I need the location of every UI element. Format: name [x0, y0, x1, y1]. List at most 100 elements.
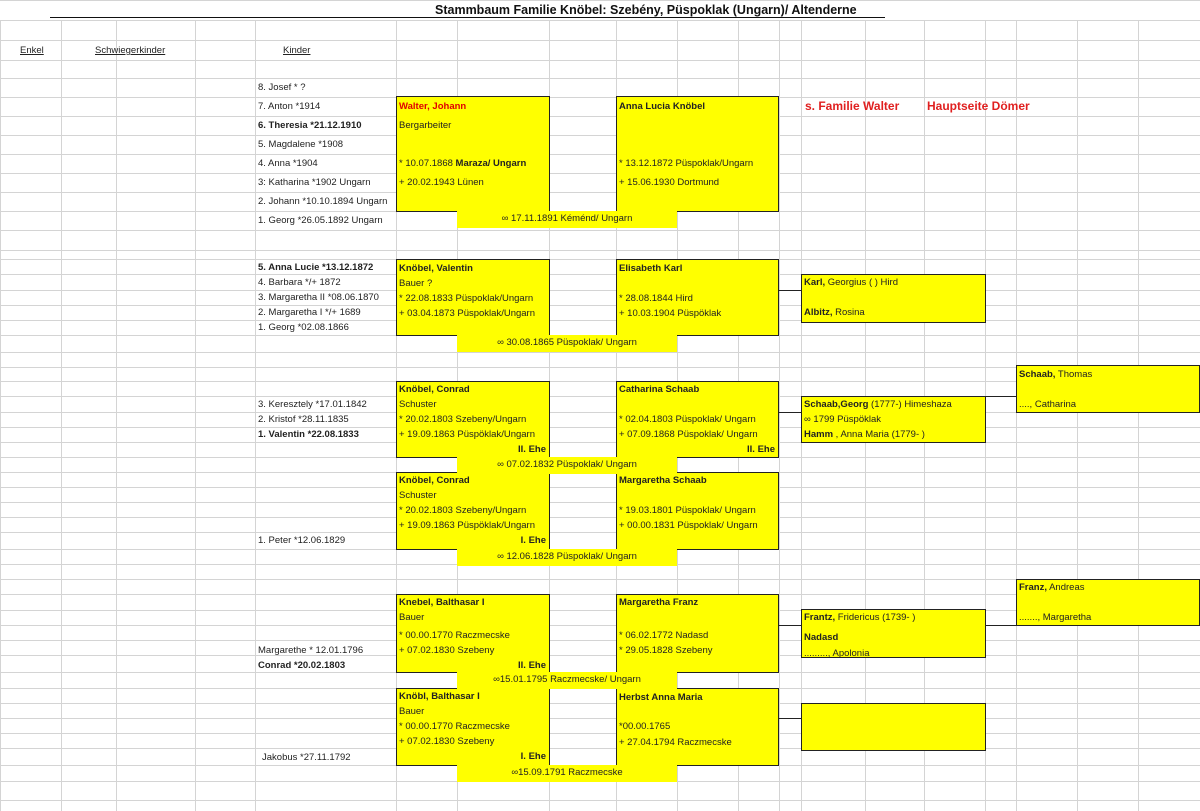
- marriage-bar: ∞15.09.1791 Raczmecske: [457, 765, 677, 782]
- text-segment: + 27.04.1794 Raczmecske: [619, 737, 732, 748]
- person-detail-line: Albitz, Rosina: [804, 306, 982, 320]
- text-segment: + 07.09.1868 Püspoklak/ Ungarn: [619, 429, 758, 440]
- person-box-elisabeth-karl: Elisabeth Karl * 28.08.1844 Hird + 10.03.1…: [616, 259, 779, 336]
- text-segment: * 00.00.1770 Raczmecske: [399, 721, 510, 732]
- text-segment: Frantz,: [804, 612, 836, 623]
- person-detail-line: Knöbel, Conrad: [399, 383, 546, 397]
- text-segment: Walter, Johann: [399, 101, 467, 112]
- person-box-knebel-balthasar: Knebel, Balthasar I Bauer * 00.00.1770 Rac…: [396, 594, 550, 673]
- person-detail-line: * 00.00.1770 Raczmecske: [399, 629, 546, 643]
- person-detail-line: + 19.09.1863 Püspöklak/Ungarn: [399, 428, 546, 442]
- text-segment: Bergarbeiter: [399, 120, 452, 131]
- text-segment: , Anna Maria (1779- ): [833, 429, 925, 440]
- child-entry: 3. Keresztely *17.01.1842: [258, 399, 367, 410]
- link-hauptseite-doemer[interactable]: Hauptseite Dömer: [927, 99, 1030, 113]
- person-detail-line: Catharina Schaab: [619, 383, 775, 397]
- link-familie-walter[interactable]: s. Familie Walter: [805, 99, 900, 113]
- person-detail-line: * 28.08.1844 Hird: [619, 292, 775, 306]
- connector-line: [985, 625, 1016, 626]
- text-segment: Hamm: [804, 429, 834, 440]
- text-segment: + 20.02.1943 Lünen: [399, 177, 484, 188]
- person-detail-line: + 07.02.1830 Szebeny: [399, 735, 546, 749]
- text-segment: Bauer: [399, 706, 425, 717]
- person-detail-line: Frantz, Fridericus (1739- ): [804, 611, 982, 625]
- person-detail-line: * 02.04.1803 Püspoklak/ Ungarn: [619, 413, 775, 427]
- person-box-franz-andreas: Franz, Andreas ......., Margaretha: [1016, 579, 1200, 626]
- person-detail-line: Schuster: [399, 489, 546, 503]
- text-segment: Bauer: [399, 612, 425, 623]
- text-segment: Herbst Anna Maria: [619, 692, 703, 703]
- text-segment: * 20.02.1803 Szebeny/Ungarn: [399, 414, 527, 425]
- text-segment: * 02.04.1803 Püspoklak/ Ungarn: [619, 414, 756, 425]
- connector-line: [778, 290, 801, 291]
- person-box-valentin: Knöbel, Valentin Bauer ? * 22.08.1833 Püsp…: [396, 259, 550, 336]
- person-box-walter-johann: Walter, Johann Bergarbeiter * 10.07.1868 M…: [396, 96, 550, 212]
- person-detail-line: * 06.02.1772 Nadasd: [619, 629, 775, 643]
- person-detail-line: + 03.04.1873 Püspoklak/Ungarn: [399, 307, 546, 321]
- person-detail-line: Elisabeth Karl: [619, 262, 775, 276]
- page-title: Stammbaum Familie Knöbel: Szebény, Püspo…: [435, 3, 857, 17]
- person-detail-line: Bergarbeiter: [399, 119, 546, 133]
- person-box-herbst-anna-maria: Herbst Anna Maria *00.00.1765 + 27.04.1794…: [616, 688, 779, 766]
- text-segment: Thomas: [1055, 369, 1093, 380]
- person-box-karl-georgius: Karl, Georgius ( ) Hird Albitz, Rosina: [801, 274, 986, 323]
- person-detail-line: * 10.07.1868 Maraza/ Ungarn: [399, 157, 546, 171]
- child-entry: 2. Johann *10.10.1894 Ungarn: [258, 196, 388, 207]
- child-entry: 8. Josef * ?: [258, 82, 306, 93]
- text-segment: * 22.08.1833 Püspoklak/Ungarn: [399, 293, 534, 304]
- marriage-bar: ∞ 30.08.1865 Püspoklak/ Ungarn: [457, 335, 677, 352]
- person-detail-line: ........., Apolonia: [804, 647, 982, 661]
- person-detail-line: + 10.03.1904 Püspöklak: [619, 307, 775, 321]
- text-segment: Knebel, Balthasar I: [399, 597, 485, 608]
- text-segment: Anna Lucia Knöbel: [619, 101, 706, 112]
- person-detail-line: Schaab,Georg (1777-) Himeshaza: [804, 398, 982, 412]
- child-entry: 3: Katharina *1902 Ungarn: [258, 177, 371, 188]
- text-segment: ...., Catharina: [1019, 399, 1077, 410]
- marriage-bar: ∞ 07.02.1832 Püspoklak/ Ungarn: [457, 457, 677, 474]
- person-detail-line: Franz, Andreas: [1019, 581, 1196, 595]
- person-detail-line: Bauer: [399, 705, 546, 719]
- text-segment: Schuster: [399, 399, 437, 410]
- person-box-empty-ancestor: [801, 703, 986, 751]
- header-enkel: Enkel: [20, 45, 44, 56]
- person-box-conrad-1: Knöbel, Conrad Schuster * 20.02.1803 Szebe…: [396, 472, 550, 550]
- marriage-order-label: II. Ehe: [399, 443, 546, 457]
- person-detail-line: + 07.02.1830 Szebeny: [399, 644, 546, 658]
- title-underline: [50, 17, 885, 18]
- text-segment: Fridericus (1739- ): [835, 612, 916, 623]
- person-detail-line: ......., Margaretha: [1019, 611, 1196, 625]
- child-entry: 1. Peter *12.06.1829: [258, 535, 346, 546]
- text-segment: Nadasd: [804, 632, 839, 643]
- text-segment: II. Ehe: [518, 660, 546, 671]
- text-segment: Albitz,: [804, 307, 833, 318]
- child-entry: 1. Valentin *22.08.1833: [258, 429, 359, 440]
- person-box-margaretha-schaab: Margaretha Schaab * 19.03.1801 Püspoklak/…: [616, 472, 779, 550]
- person-detail-line: Schaab, Thomas: [1019, 368, 1196, 382]
- text-segment: + 19.09.1863 Püspöklak/Ungarn: [399, 429, 536, 440]
- child-entry: 5. Magdalene *1908: [258, 139, 344, 150]
- marriage-order-label: I. Ehe: [399, 534, 546, 548]
- person-detail-line: * 00.00.1770 Raczmecske: [399, 720, 546, 734]
- text-segment: + 10.03.1904 Püspöklak: [619, 308, 722, 319]
- person-box-schaab-georg: Schaab,Georg (1777-) Himeshaza ∞ 1799 Püs…: [801, 396, 986, 443]
- text-segment: + 15.06.1930 Dortmund: [619, 177, 720, 188]
- header-kinder: Kinder: [283, 45, 311, 56]
- text-segment: Catharina Schaab: [619, 384, 700, 395]
- text-segment: + 07.02.1830 Szebeny: [399, 645, 495, 656]
- text-segment: + 03.04.1873 Püspoklak/Ungarn: [399, 308, 536, 319]
- text-segment: * 10.07.1868: [399, 158, 456, 169]
- text-segment: * 06.02.1772 Nadasd: [619, 630, 709, 641]
- person-detail-line: ...., Catharina: [1019, 398, 1196, 412]
- person-detail-line: Anna Lucia Knöbel: [619, 100, 775, 114]
- connector-line: [778, 718, 801, 719]
- person-detail-line: Bauer: [399, 611, 546, 625]
- person-detail-line: + 19.09.1863 Püspöklak/Ungarn: [399, 519, 546, 533]
- person-detail-line: * 20.02.1803 Szebeny/Ungarn: [399, 504, 546, 518]
- child-entry: 1. Georg *26.05.1892 Ungarn: [258, 215, 383, 226]
- text-segment: Rosina: [832, 307, 865, 318]
- text-segment: (1777-) Himeshaza: [868, 399, 952, 410]
- text-segment: ........., Apolonia: [804, 648, 870, 659]
- text-segment: ∞ 1799 Püspöklak: [804, 414, 882, 425]
- text-segment: ......., Margaretha: [1019, 612, 1092, 623]
- child-entry: 4. Barbara */+ 1872: [258, 277, 341, 288]
